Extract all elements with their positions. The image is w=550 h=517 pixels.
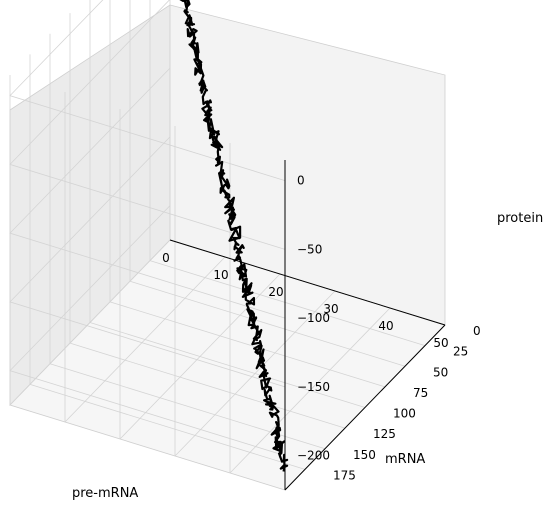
- z-axis-label: protein: [497, 211, 543, 226]
- x-axis-line: [169, 239, 446, 326]
- axis-lines: [169, 160, 446, 491]
- z-tick-label: −100: [297, 311, 330, 325]
- y-tick-label: 25: [453, 345, 468, 359]
- z-tick-label: 0: [297, 174, 305, 188]
- y-tick-label: 125: [373, 427, 396, 441]
- z-gridline: [9, 0, 286, 182]
- z-tick-label: −50: [297, 242, 322, 256]
- y-gridline: [29, 383, 306, 470]
- y-gridline: [89, 322, 366, 408]
- z-gridline: [9, 67, 286, 319]
- x-tick-label: 50: [433, 336, 448, 350]
- y-tick-label: 75: [413, 386, 428, 400]
- y-tick-label: 100: [393, 407, 416, 421]
- y-tick-label: 175: [333, 468, 356, 482]
- tick-labels: 0 10 20 30 40 50 0 25 50 75 100 125 150 175 0 −50 −100 −1…: [162, 174, 480, 483]
- y-axis-line: [284, 324, 446, 491]
- y-axis-label: mRNA: [385, 452, 425, 467]
- x-tick-label: 30: [323, 302, 338, 316]
- y-tick-label: 0: [473, 324, 481, 338]
- y-gridline: [149, 260, 426, 347]
- y-tick-label: 50: [433, 365, 448, 379]
- x-axis-label: pre-mRNA: [72, 486, 138, 501]
- z-gridline: [9, 136, 286, 388]
- z-tick-label: −200: [297, 449, 330, 463]
- y-gridline: [129, 280, 406, 367]
- z-gridline: [9, 205, 286, 457]
- x-tick-label: 20: [268, 285, 283, 299]
- y-gridline: [69, 342, 346, 429]
- series-layer: [179, 0, 289, 472]
- x-tick-label: 10: [213, 268, 228, 282]
- z-gridline: [9, 0, 286, 250]
- x-tick-label: 0: [162, 251, 170, 265]
- series-line: [179, 0, 289, 472]
- y-gridline: [109, 301, 386, 388]
- z-tick-label: −150: [297, 380, 330, 394]
- y-tick-label: 150: [353, 448, 376, 462]
- x-tick-label: 40: [378, 319, 393, 333]
